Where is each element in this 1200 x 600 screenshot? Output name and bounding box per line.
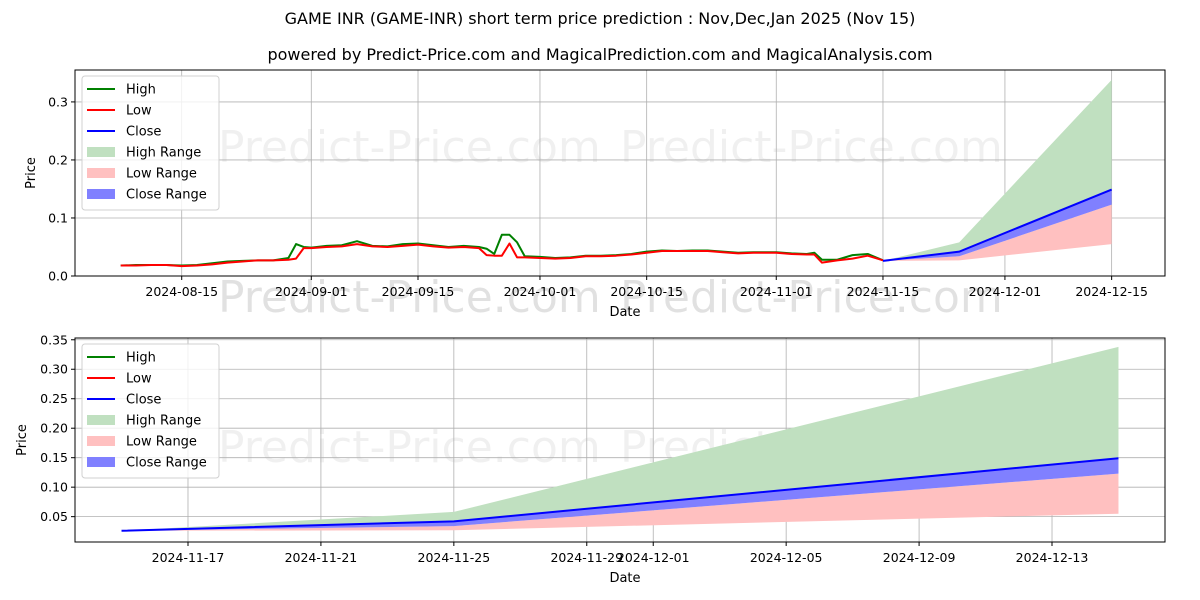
close-line — [121, 457, 1119, 532]
x-tick-label: 2024-12-09 — [883, 550, 956, 565]
watermark: Predict-Price.com Predict-Price.com Predic… — [218, 122, 1003, 323]
x-tick-label: 2024-09-15 — [382, 284, 455, 299]
x-tick-label: 2024-11-25 — [418, 550, 491, 565]
svg-text:Predict-Price.com: Predict-Price.com — [218, 272, 601, 323]
y-axis-label: Price — [24, 157, 39, 189]
svg-text:Predict-Price.com: Predict-Price.com — [218, 122, 601, 173]
svg-text:High Range: High Range — [126, 146, 201, 161]
high-range-area — [121, 346, 1119, 531]
svg-text:High: High — [126, 83, 156, 98]
y-axis-label: Price — [15, 424, 30, 456]
legend-item-low-range: Low Range — [87, 435, 197, 450]
x-tick-label: 2024-11-29 — [550, 550, 623, 565]
svg-text:High Range: High Range — [126, 414, 201, 429]
x-tick-label: 2024-12-05 — [750, 550, 823, 565]
svg-text:Close: Close — [126, 125, 161, 140]
chart-subtitle: powered by Predict-Price.com and Magical… — [267, 45, 933, 64]
y-tick-label: 0.15 — [40, 450, 68, 465]
chart-title: GAME INR (GAME-INR) short term price pre… — [284, 9, 916, 28]
legend-item-close-range: Close Range — [87, 456, 207, 471]
legend: High Low Close High Range Low Range Close Ran… — [81, 343, 220, 479]
x-axis: 2024-11-17 2024-11-21 2024-11-25 2024-11-29… — [152, 542, 1089, 586]
y-tick-label: 0.0 — [48, 269, 68, 284]
legend-item-high-range: High Range — [87, 414, 201, 429]
legend: High Low Close High Range Low Range Close Ran… — [81, 75, 220, 211]
legend-item-low: Low — [87, 104, 152, 119]
plot-frame — [74, 337, 1166, 543]
y-tick-label: 0.10 — [40, 480, 68, 495]
x-tick-label: 2024-11-01 — [740, 284, 813, 299]
svg-text:Predict-Price.com: Predict-Price.com — [620, 272, 1003, 323]
svg-text:Low: Low — [126, 372, 152, 387]
legend-item-close-range: Close Range — [87, 188, 207, 203]
svg-text:High: High — [126, 351, 156, 366]
x-axis-label: Date — [609, 571, 640, 586]
y-axis: 0.0 0.1 0.2 0.3 Price — [24, 94, 75, 284]
x-tick-label: 2024-10-01 — [504, 284, 577, 299]
svg-text:Predict-Price.com: Predict-Price.com — [620, 122, 1003, 173]
bottom-forecast-chart: Predict-Price.com Predict-Price.com Predic… — [15, 272, 1166, 586]
low-range-area — [121, 473, 1119, 531]
low-line — [120, 242, 884, 268]
legend-item-high-range: High Range — [87, 146, 201, 161]
high-line — [120, 233, 884, 267]
y-tick-label: 0.20 — [40, 421, 68, 436]
x-tick-label: 2024-11-15 — [847, 284, 920, 299]
svg-text:Close Range: Close Range — [126, 456, 207, 471]
x-tick-label: 2024-12-01 — [617, 550, 690, 565]
legend-item-close: Close — [87, 125, 161, 140]
legend-item-high: High — [87, 83, 156, 98]
legend-item-close: Close — [87, 393, 161, 408]
plot-frame — [74, 69, 1166, 277]
low-range-area — [882, 204, 1112, 261]
svg-text:Low: Low — [126, 104, 152, 119]
svg-text:Predict-Price.com: Predict-Price.com — [218, 272, 601, 323]
legend-item-low-range: Low Range — [87, 167, 197, 182]
y-tick-label: 0.1 — [48, 210, 68, 225]
x-tick-label: 2024-08-15 — [145, 284, 218, 299]
y-tick-label: 0.05 — [40, 509, 68, 524]
x-tick-label: 2024-09-01 — [275, 284, 348, 299]
y-tick-label: 0.35 — [40, 332, 68, 347]
top-price-chart: Predict-Price.com Predict-Price.com Predic… — [24, 69, 1166, 323]
y-tick-label: 0.2 — [48, 152, 68, 167]
x-tick-label: 2024-11-17 — [152, 550, 225, 565]
svg-text:Low Range: Low Range — [126, 435, 197, 450]
y-tick-label: 0.25 — [40, 391, 68, 406]
legend-item-high: High — [87, 351, 156, 366]
y-tick-label: 0.30 — [40, 362, 68, 377]
y-axis: 0.05 0.10 0.15 0.20 0.25 0.30 0.35 Price — [15, 332, 75, 524]
y-tick-label: 0.3 — [48, 94, 68, 109]
high-range-area — [882, 79, 1112, 261]
svg-text:Predict-Price.com: Predict-Price.com — [620, 272, 1003, 323]
svg-text:Close Range: Close Range — [126, 188, 207, 203]
x-tick-label: 2024-12-01 — [969, 284, 1042, 299]
x-tick-label: 2024-12-15 — [1075, 284, 1148, 299]
x-tick-label: 2024-12-13 — [1016, 550, 1089, 565]
close-line — [882, 188, 1113, 262]
svg-text:Predict-Price.com: Predict-Price.com — [218, 422, 601, 473]
x-axis: 2024-08-15 2024-09-01 2024-09-15 2024-10-01… — [145, 276, 1148, 320]
svg-text:Low Range: Low Range — [126, 167, 197, 182]
svg-text:Close: Close — [126, 393, 161, 408]
x-tick-label: 2024-11-21 — [285, 550, 358, 565]
x-axis-label: Date — [609, 305, 640, 320]
legend-item-low: Low — [87, 372, 152, 387]
x-tick-label: 2024-10-15 — [610, 284, 683, 299]
